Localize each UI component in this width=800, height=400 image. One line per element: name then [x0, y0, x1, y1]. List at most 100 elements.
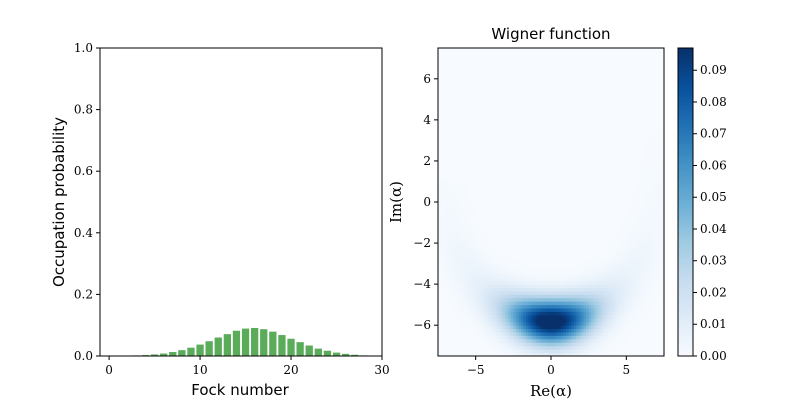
- heat-cell: [448, 212, 451, 217]
- heat-cell: [578, 304, 582, 309]
- colorbar-step: [678, 196, 693, 200]
- heat-cell: [563, 325, 567, 330]
- heat-cell: [525, 349, 529, 353]
- heat-cell: [480, 308, 484, 312]
- heat-cell: [483, 236, 487, 241]
- heat-cell: [608, 290, 612, 295]
- heat-cell: [621, 229, 625, 234]
- heat-cell: [478, 253, 482, 258]
- heat-cell: [558, 308, 562, 312]
- heat-cell: [566, 345, 569, 350]
- heat-cell: [583, 308, 587, 312]
- heat-cell: [515, 321, 519, 326]
- heat-cell: [633, 202, 637, 206]
- heat-cell: [460, 232, 464, 237]
- heat-cell: [438, 243, 441, 247]
- heat-cell: [510, 277, 514, 282]
- heat-cell: [636, 205, 640, 210]
- heat-cell: [485, 314, 489, 319]
- heat-cell: [628, 208, 632, 213]
- heat-cell: [445, 225, 449, 230]
- heat-cell: [661, 249, 665, 254]
- heat-cell: [518, 270, 522, 275]
- heat-cell: [578, 280, 582, 285]
- heat-cell: [558, 338, 562, 343]
- heat-cell: [488, 270, 492, 275]
- heat-cell: [618, 280, 622, 285]
- heat-cell: [618, 335, 622, 340]
- heat-cell: [535, 335, 539, 340]
- heat-cell: [571, 335, 574, 340]
- colorbar-step: [678, 312, 693, 316]
- heat-cell: [611, 308, 615, 312]
- heat-cell: [608, 273, 612, 278]
- heat-cell: [473, 318, 477, 323]
- colorbar-step: [678, 81, 693, 85]
- heat-cell: [628, 205, 632, 210]
- heat-cell: [621, 239, 625, 244]
- heat-cell: [653, 246, 657, 251]
- heat-cell: [658, 188, 662, 193]
- heat-cell: [485, 253, 489, 258]
- heat-cell: [505, 287, 509, 292]
- heat-cell: [473, 294, 477, 299]
- heat-cell: [558, 352, 562, 357]
- heat-cell: [616, 253, 620, 258]
- heat-cell: [568, 304, 572, 309]
- heat-cell: [576, 338, 580, 343]
- heat-cell: [631, 294, 635, 299]
- right-y-axis-label: Im(α): [387, 181, 405, 223]
- bar: [187, 347, 195, 356]
- heat-cell: [648, 301, 652, 306]
- heat-cell: [658, 133, 662, 138]
- heat-cell: [545, 270, 549, 275]
- heat-cell: [586, 342, 590, 347]
- heat-cell: [468, 304, 472, 309]
- heat-cell: [603, 352, 607, 357]
- heat-cell: [618, 321, 622, 326]
- x-tick-label: 10: [192, 363, 207, 377]
- heat-cell: [520, 273, 524, 278]
- heat-cell: [473, 325, 477, 330]
- heat-cell: [478, 332, 482, 336]
- heat-cell: [556, 335, 559, 340]
- heat-cell: [561, 280, 564, 285]
- heat-cell: [598, 311, 602, 316]
- heat-cell: [646, 225, 650, 230]
- heat-cell: [548, 335, 552, 340]
- heat-cell: [576, 314, 580, 319]
- heat-cell: [551, 328, 554, 333]
- heat-cell: [588, 294, 592, 299]
- heat-cell: [543, 297, 547, 302]
- heat-cell: [480, 263, 484, 268]
- heat-cell: [588, 311, 592, 316]
- heat-cell: [606, 260, 610, 264]
- heat-cell: [528, 277, 532, 282]
- heat-cell: [478, 290, 482, 295]
- heat-cell: [621, 267, 625, 271]
- heat-cell: [658, 157, 662, 162]
- heat-cell: [633, 195, 637, 199]
- heat-cell: [448, 256, 451, 261]
- heat-cell: [646, 219, 650, 223]
- heat-cell: [646, 171, 650, 176]
- heat-cell: [540, 284, 544, 288]
- heat-cell: [603, 301, 607, 306]
- heat-cell: [621, 222, 625, 227]
- heat-cell: [566, 325, 569, 330]
- heat-cell: [465, 270, 469, 275]
- heat-cell: [658, 263, 662, 268]
- heat-cell: [508, 325, 512, 330]
- heat-cell: [463, 222, 467, 227]
- heat-cell: [543, 328, 547, 333]
- heat-cell: [631, 267, 635, 271]
- heat-cell: [500, 301, 504, 306]
- heat-cell: [493, 349, 497, 353]
- heat-cell: [586, 318, 590, 323]
- heat-cell: [618, 294, 622, 299]
- heat-cell: [448, 181, 451, 186]
- heat-cell: [458, 236, 461, 241]
- heat-cell: [448, 202, 451, 206]
- heat-cell: [538, 311, 542, 316]
- heat-cell: [628, 280, 632, 285]
